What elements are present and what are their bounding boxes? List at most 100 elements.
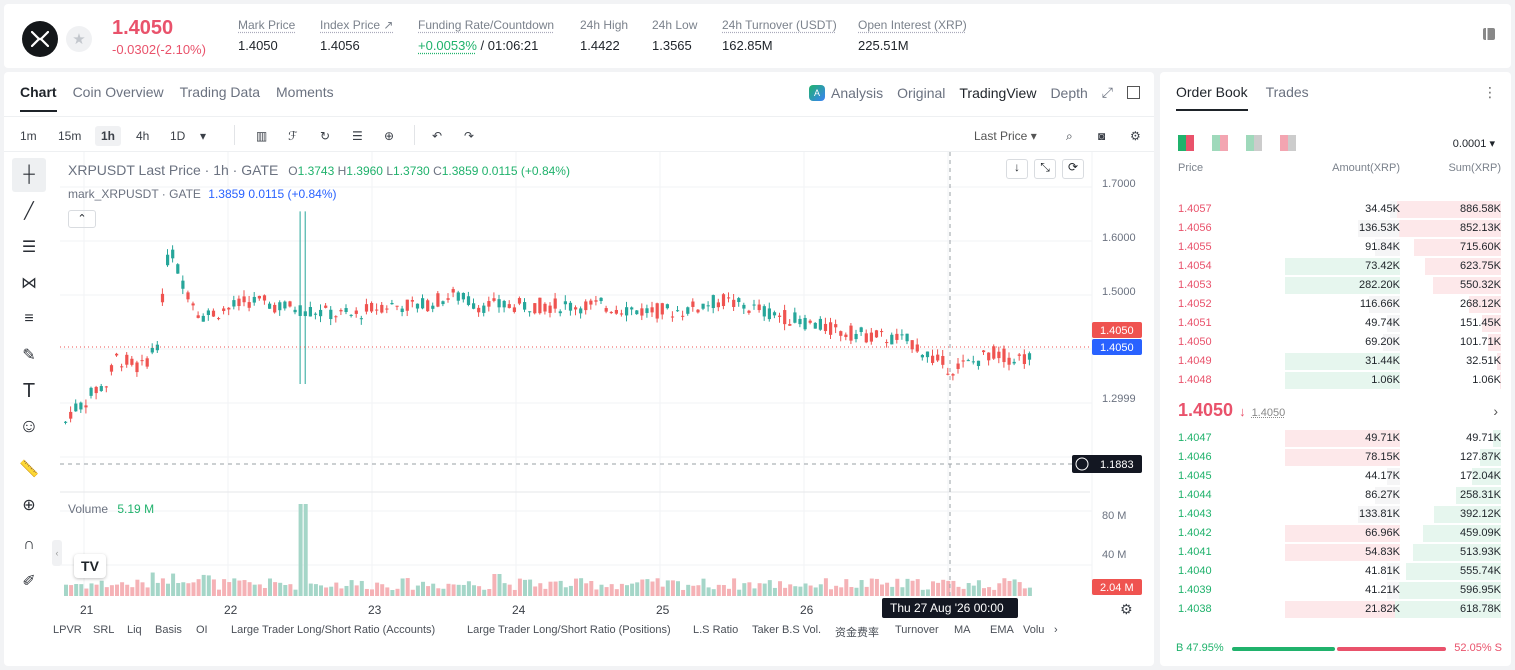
stat-open-interest[interactable]: Open Interest (XRP) 225.51M: [858, 18, 967, 53]
position-icon[interactable]: ≡: [24, 310, 34, 327]
book-icon[interactable]: [1481, 26, 1497, 42]
precision-select[interactable]: 0.0001 ▾: [1452, 138, 1495, 150]
tab-order-book[interactable]: Order Book: [1176, 84, 1248, 111]
bid-row[interactable]: 1.4041 54.83K 513.93K: [1160, 543, 1511, 562]
scroll-right-icon[interactable]: ›: [1054, 624, 1058, 636]
compare-icon[interactable]: ↻: [320, 129, 331, 143]
tradingview-logo-icon[interactable]: TV: [74, 554, 106, 578]
tab-chart[interactable]: Chart: [20, 84, 57, 112]
bid-row[interactable]: 1.4039 41.21K 596.95K: [1160, 581, 1511, 600]
text-tool-icon[interactable]: T: [22, 379, 36, 402]
settings-gear-icon[interactable]: ⚙: [1130, 129, 1141, 143]
collapse-toolbar-icon[interactable]: ‹: [52, 540, 62, 566]
auto-scale-icon[interactable]: ⟳: [1062, 159, 1084, 179]
shrink-icon[interactable]: ⤡: [1034, 159, 1056, 179]
undo-icon[interactable]: ↶: [432, 129, 443, 143]
bid-row[interactable]: 1.4042 66.96K 459.09K: [1160, 524, 1511, 543]
zoom-in-icon[interactable]: ⊕: [22, 497, 36, 514]
chevron-right-icon[interactable]: ›: [1493, 403, 1498, 419]
emoji-icon[interactable]: ☺: [19, 416, 39, 437]
bid-row[interactable]: 1.4043 133.81K 392.12K: [1160, 505, 1511, 524]
candlestick-chart[interactable]: 1.7000 1.6000 1.5000 1.2999 80 M 40 M 21 22 23 24…: [60, 152, 1148, 624]
layout-both-icon[interactable]: [1178, 135, 1194, 151]
tab-trades[interactable]: Trades: [1265, 84, 1309, 100]
time-axis-label: 23: [368, 603, 382, 617]
stat-funding-rate[interactable]: Funding Rate/Countdown +0.0053% / 01:06:…: [418, 18, 554, 53]
template-icon[interactable]: ☰: [352, 129, 363, 143]
tab-trading-data[interactable]: Trading Data: [179, 84, 261, 100]
interval-1d[interactable]: 1D: [170, 129, 186, 143]
camera-icon[interactable]: ◙: [1098, 129, 1106, 143]
interval-4h[interactable]: 4h: [136, 129, 150, 143]
layout-both-alt-icon[interactable]: [1212, 135, 1228, 151]
indicator-button[interactable]: Large Trader Long/Short Ratio (Accounts): [231, 624, 436, 636]
scroll-down-icon[interactable]: ↓: [1006, 159, 1028, 179]
magnet-icon[interactable]: ∩: [23, 536, 35, 553]
add-alert-icon[interactable]: ⊕: [384, 129, 395, 143]
interval-1m[interactable]: 1m: [20, 129, 37, 143]
collapse-legend-icon[interactable]: ⌃: [68, 210, 96, 228]
tab-moments[interactable]: Moments: [276, 84, 334, 100]
ask-row[interactable]: 1.4053 282.20K 550.32K: [1160, 276, 1511, 295]
indicator-button[interactable]: Large Trader Long/Short Ratio (Positions…: [467, 624, 671, 636]
ask-row[interactable]: 1.4048 1.06K 1.06K: [1160, 371, 1511, 390]
indicators-icon[interactable]: ℱ: [288, 129, 298, 143]
bid-row[interactable]: 1.4047 49.71K 49.71K: [1160, 429, 1511, 448]
interval-1h[interactable]: 1h: [95, 126, 122, 146]
ask-row[interactable]: 1.4055 91.84K 715.60K: [1160, 238, 1511, 257]
indicator-button[interactable]: LPVR: [53, 624, 82, 636]
favorite-star-icon[interactable]: ★: [66, 26, 92, 52]
stat-mark-price[interactable]: Mark Price 1.4050: [238, 18, 295, 53]
indicator-button[interactable]: Basis: [155, 624, 182, 636]
layout-asks-icon[interactable]: [1280, 135, 1296, 151]
tradingview-button[interactable]: TradingView: [959, 84, 1037, 101]
ask-row[interactable]: 1.4051 49.74K 151.45K: [1160, 314, 1511, 333]
fib-lines-icon[interactable]: ☰: [21, 239, 37, 256]
pencil-lock-icon[interactable]: ✐: [22, 573, 36, 590]
indicator-button[interactable]: MA: [954, 624, 971, 636]
bid-row[interactable]: 1.4045 44.17K 172.04K: [1160, 467, 1511, 486]
brush-icon[interactable]: ✎: [22, 347, 36, 364]
expand-icon[interactable]: ⤢: [1101, 84, 1113, 100]
stat-index-price[interactable]: Index Price ↗ 1.4056: [320, 18, 393, 53]
mid-price-row[interactable]: 1.4050 ↓ 1.4050 ›: [1178, 400, 1498, 421]
indicator-button[interactable]: Taker B.S Vol.: [752, 624, 822, 636]
analysis-button[interactable]: Analysis: [831, 84, 884, 101]
buy-ratio: B 47.95%: [1176, 642, 1224, 654]
ruler-icon[interactable]: 📏: [19, 461, 39, 478]
ask-row[interactable]: 1.4057 34.45K 886.58K: [1160, 200, 1511, 219]
search-icon[interactable]: ⌕: [1066, 129, 1073, 143]
interval-15m[interactable]: 15m: [58, 129, 82, 143]
indicator-button[interactable]: Turnover: [895, 624, 939, 636]
indicator-button[interactable]: OI: [196, 624, 208, 636]
stat-24h-turnover[interactable]: 24h Turnover (USDT) 162.85M: [722, 18, 837, 53]
bid-row[interactable]: 1.4046 78.15K 127.87K: [1160, 448, 1511, 467]
ask-row[interactable]: 1.4049 31.44K 32.51K: [1160, 352, 1511, 371]
layout-bids-icon[interactable]: [1246, 135, 1262, 151]
ask-row[interactable]: 1.4050 69.20K 101.71K: [1160, 333, 1511, 352]
candle-type-icon[interactable]: ▥: [256, 129, 268, 143]
redo-icon[interactable]: ↷: [464, 129, 475, 143]
tab-coin-overview[interactable]: Coin Overview: [72, 84, 164, 100]
indicator-button[interactable]: 资金费率: [835, 627, 879, 639]
original-view-button[interactable]: Original: [897, 84, 946, 101]
bid-row[interactable]: 1.4044 86.27K 258.31K: [1160, 486, 1511, 505]
indicator-button[interactable]: SRL: [93, 624, 115, 636]
ask-row[interactable]: 1.4054 73.42K 623.75K: [1160, 257, 1511, 276]
indicator-button[interactable]: L.S Ratio: [693, 624, 739, 636]
depth-button[interactable]: Depth: [1050, 84, 1088, 101]
indicator-button[interactable]: Liq: [127, 624, 142, 636]
indicator-button[interactable]: EMA: [990, 624, 1014, 636]
ask-row[interactable]: 1.4052 116.66K 268.12K: [1160, 295, 1511, 314]
indicator-button[interactable]: Volu: [1023, 624, 1045, 636]
interval-dropdown-icon[interactable]: ▾: [200, 129, 207, 143]
fullscreen-box-icon[interactable]: [1127, 86, 1140, 99]
trend-line-icon[interactable]: ╱: [24, 203, 34, 220]
pattern-icon[interactable]: ⋈: [21, 275, 37, 292]
crosshair-icon[interactable]: ┼: [12, 158, 46, 192]
bid-row[interactable]: 1.4040 41.81K 555.74K: [1160, 562, 1511, 581]
ask-row[interactable]: 1.4056 136.53K 852.13K: [1160, 219, 1511, 238]
price-type-select[interactable]: Last Price ▾: [974, 129, 1037, 143]
bid-row[interactable]: 1.4038 21.82K 618.78K: [1160, 600, 1511, 619]
more-options-icon[interactable]: ⋮: [1483, 84, 1497, 100]
